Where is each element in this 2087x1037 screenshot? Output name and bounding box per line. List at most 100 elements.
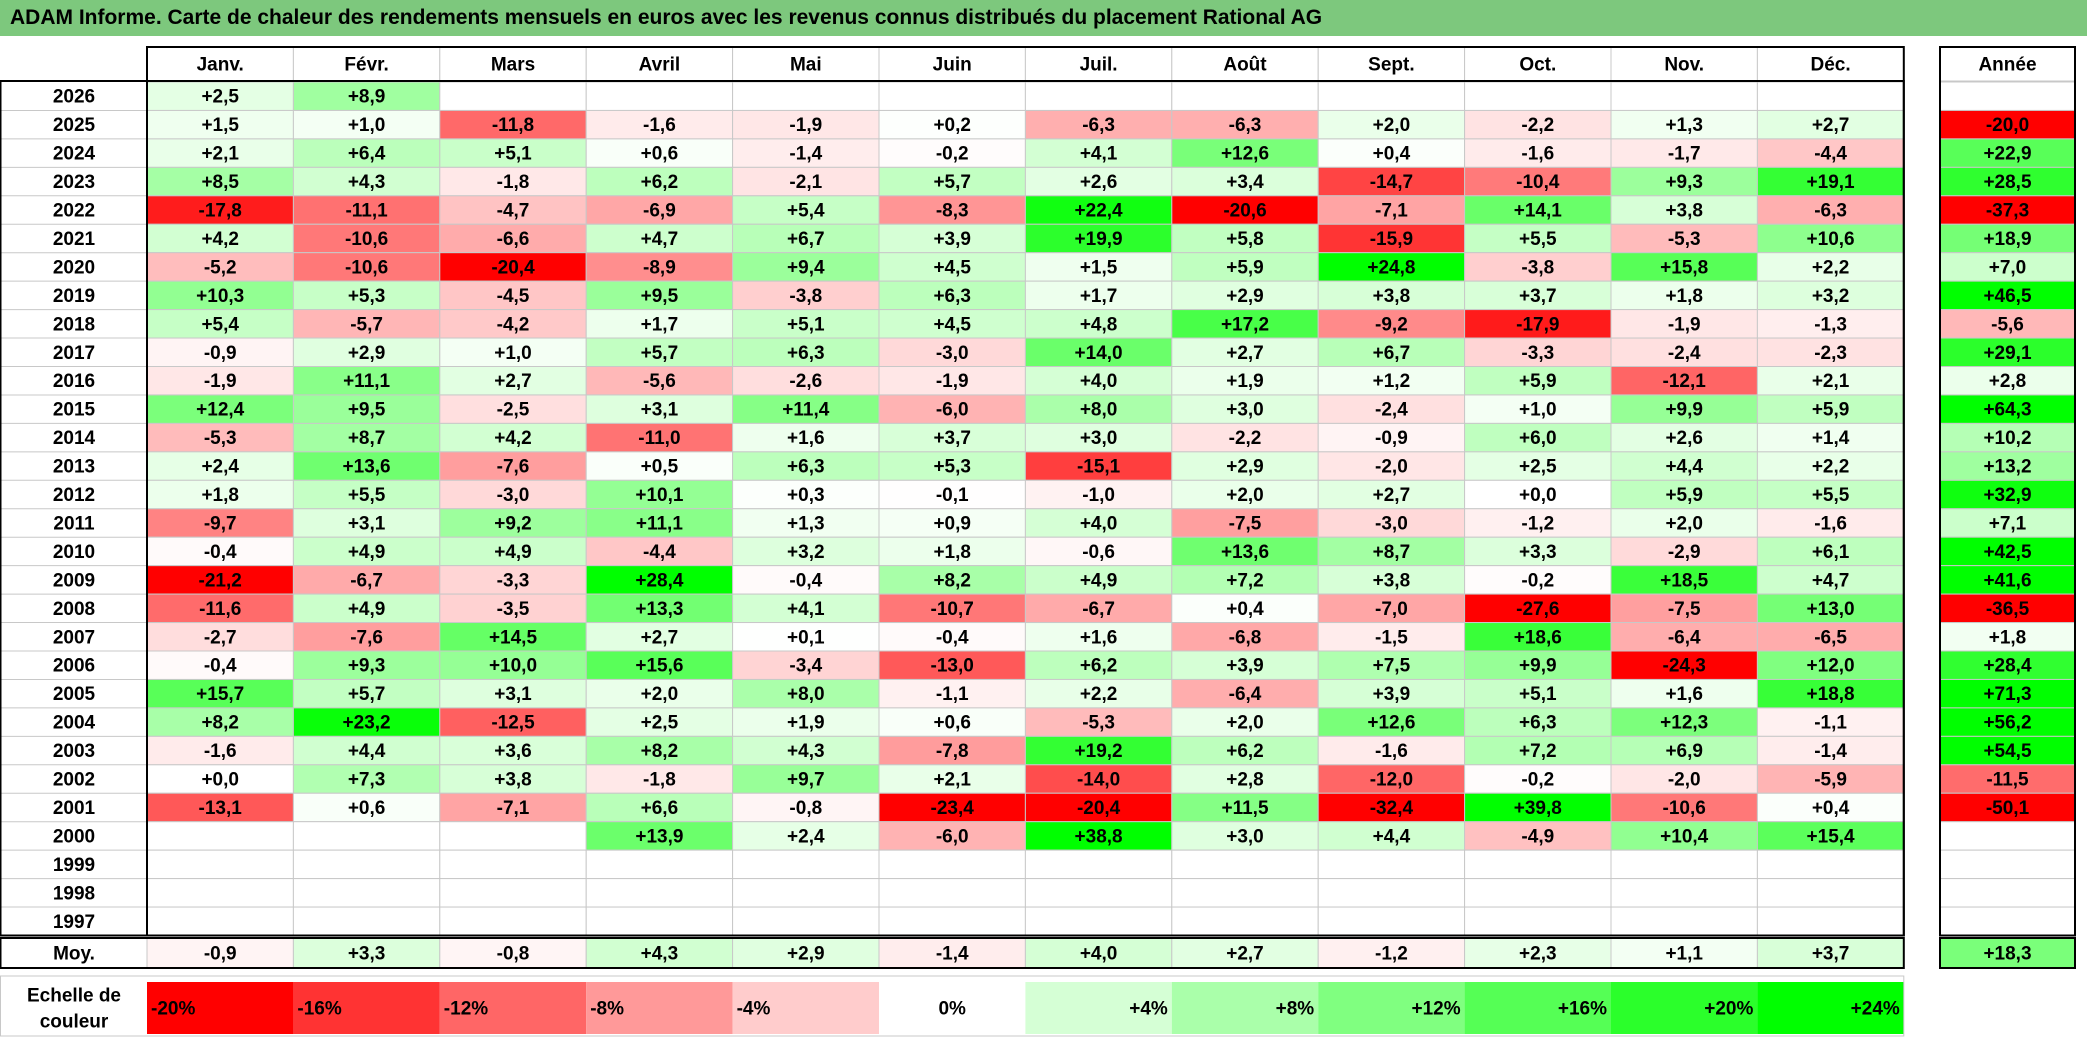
heatmap-cell: [439, 536, 587, 567]
cell-value-label: -6,4: [1229, 684, 1262, 705]
cell-value-label: -1,6: [1375, 741, 1408, 762]
cell-value-label: +5,5: [1519, 229, 1557, 250]
heatmap-cell: [878, 422, 1026, 453]
heatmap-cell: [1610, 508, 1758, 538]
color-scale-swatch: [732, 982, 879, 1034]
heatmap-cell: [732, 366, 880, 396]
annual-header-label: Année: [1978, 55, 2036, 76]
heatmap-cell: [878, 792, 1026, 823]
cell-value-label: +1,6: [1080, 627, 1118, 648]
cell-value-label: -6,3: [1814, 201, 1847, 222]
cell-value-label: +3,8: [1665, 201, 1703, 222]
heatmap-cell: [732, 337, 880, 367]
cell-value-label: +3,1: [494, 684, 532, 705]
cell-value-label: +11,5: [1221, 798, 1268, 819]
average-value-label: -0,9: [204, 944, 237, 965]
month-header-cell: [146, 46, 294, 82]
heatmap-cell: [146, 394, 294, 424]
heatmap-cell: [1464, 906, 1612, 936]
cell-value-label: -15,9: [1370, 229, 1413, 250]
cell-value-label: +4,4: [1665, 457, 1703, 478]
cell-value-label: -0,4: [789, 570, 822, 591]
cell-value-label: +7,2: [1519, 741, 1557, 762]
heatmap-cell: [1756, 565, 1905, 595]
cell-value-label: +2,4: [201, 457, 239, 478]
month-header-label: Mars: [491, 55, 535, 76]
cell-value-label: +0,0: [201, 770, 239, 791]
annual-value-label: +46,5: [1983, 286, 2032, 307]
cell-value-label: -2,7: [204, 627, 237, 648]
heatmap-cell: [1610, 878, 1758, 908]
cell-value-label: -2,1: [789, 172, 822, 193]
month-header-label: Avril: [639, 55, 681, 76]
heatmap-cell: [732, 138, 880, 168]
cell-value-label: -24,3: [1663, 656, 1706, 677]
annual-cell: [1939, 479, 2076, 510]
year-label: 2000: [53, 826, 95, 847]
cell-value-label: -12,1: [1663, 371, 1707, 392]
heatmap-cell: [1024, 764, 1173, 794]
heatmap-cell: [1610, 309, 1758, 339]
cell-value-label: +1,0: [348, 115, 386, 136]
annual-cell: [1939, 878, 2076, 908]
heatmap-cell: [1756, 252, 1905, 282]
heatmap-cell: [878, 650, 1026, 680]
cell-value-label: +13,0: [1807, 599, 1855, 620]
heatmap-cell: [585, 707, 734, 737]
color-scale-swatch: [1025, 982, 1172, 1034]
year-label: 2024: [53, 144, 96, 165]
heatmap-cell: [878, 536, 1026, 567]
heatmap-cell: [878, 166, 1026, 197]
cell-value-label: -2,2: [1521, 115, 1554, 136]
cell-value-label: -4,9: [1521, 826, 1554, 847]
cell-value-label: -11,8: [492, 115, 534, 136]
cell-value-label: +9,7: [787, 770, 825, 791]
cell-value-label: +4,3: [787, 741, 825, 762]
average-value-label: +2,7: [1226, 944, 1264, 965]
year-label: 2012: [53, 485, 95, 506]
cell-value-label: +2,0: [1373, 115, 1411, 136]
year-label: 2011: [53, 513, 95, 534]
heatmap-cell: [732, 422, 880, 453]
cell-value-label: +1,0: [494, 343, 532, 364]
annual-value-label: +1,8: [1989, 627, 2027, 648]
color-scale-label: -20%: [151, 999, 195, 1020]
heatmap-cell: [1464, 508, 1612, 538]
cell-value-label: -6,7: [1082, 599, 1115, 620]
cell-value-label: +4,2: [494, 428, 532, 449]
average-value-label: +1,1: [1665, 944, 1703, 965]
cell-value-label: +2,9: [1226, 286, 1264, 307]
month-header-label: Sept.: [1368, 55, 1414, 76]
cell-value-label: +10,3: [196, 286, 244, 307]
cell-value-label: -6,3: [1229, 115, 1262, 136]
cell-value-label: +12,3: [1660, 713, 1708, 734]
heatmap-cell: [439, 849, 587, 880]
average-value-label: +3,7: [1812, 944, 1850, 965]
heatmap-cell: [1171, 81, 1319, 111]
cell-value-label: -1,7: [1668, 144, 1701, 165]
annual-value-label: +7,1: [1989, 513, 2027, 534]
cell-value-label: +6,3: [787, 343, 825, 364]
cell-value-label: +14,0: [1075, 343, 1123, 364]
heatmap-cell: [146, 849, 294, 880]
cell-value-label: +0,1: [787, 627, 825, 648]
heatmap-cell: [732, 707, 880, 737]
cell-value-label: +6,2: [641, 172, 679, 193]
heatmap-cell: [1464, 138, 1612, 168]
heatmap-cell: [1317, 735, 1466, 766]
cell-value-label: +3,3: [1519, 542, 1557, 563]
cell-value-label: +2,7: [494, 371, 532, 392]
cell-value-label: -32,4: [1370, 798, 1414, 819]
month-header-label: Févr.: [344, 55, 388, 76]
cell-value-label: +9,9: [1665, 400, 1703, 421]
heatmap-cell: [1317, 878, 1466, 908]
month-header-label: Déc.: [1811, 55, 1851, 76]
cell-value-label: -1,8: [497, 172, 530, 193]
cell-value-label: -5,6: [643, 371, 676, 392]
cell-value-label: +2,1: [1812, 371, 1850, 392]
month-header-cell: [1317, 46, 1466, 82]
heatmap-cell: [1464, 223, 1612, 254]
heatmap-cell: [585, 622, 734, 652]
heatmap-cell: [1464, 593, 1612, 624]
cell-value-label: +4,4: [1373, 826, 1411, 847]
